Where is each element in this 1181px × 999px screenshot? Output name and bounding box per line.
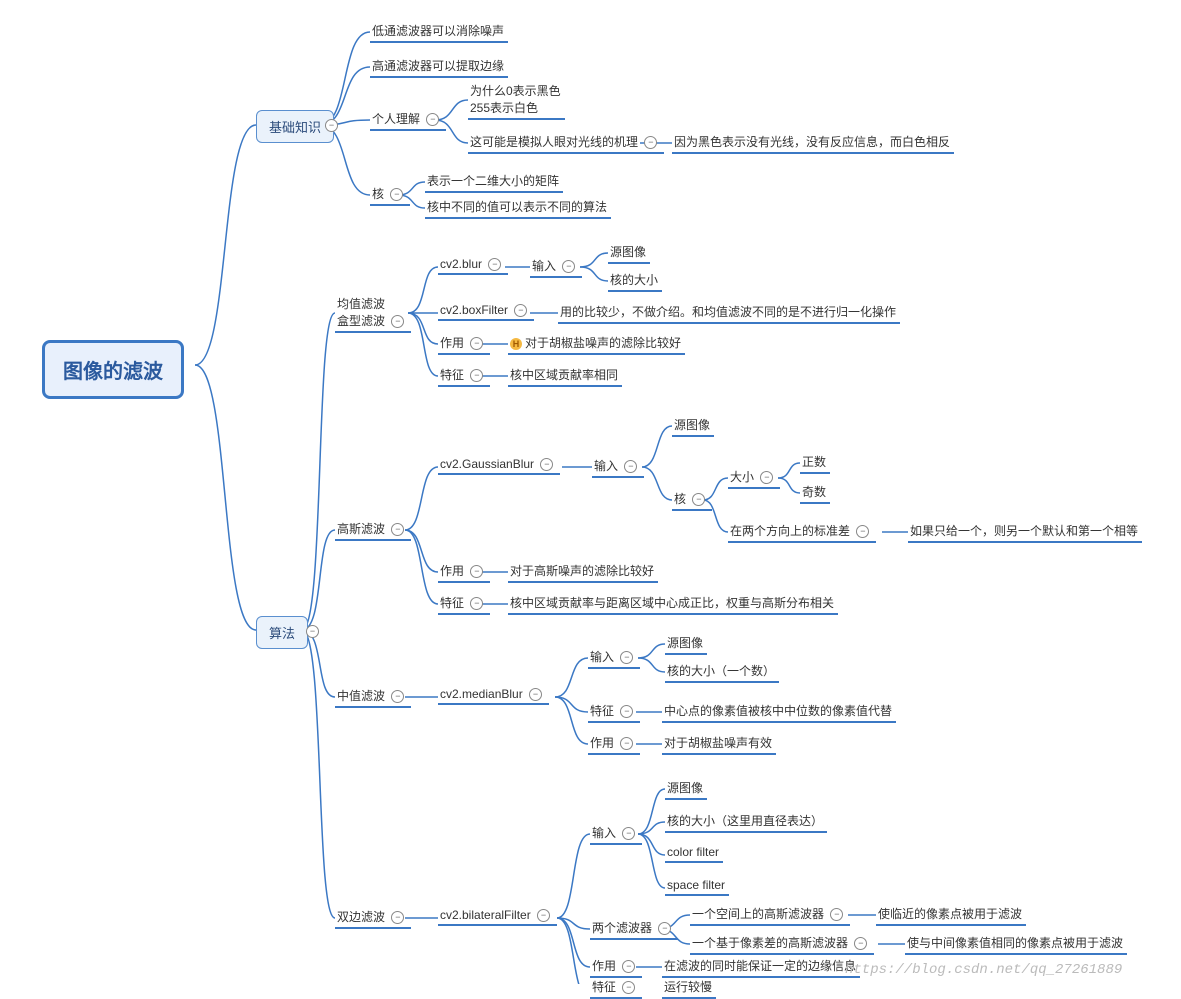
leaf-input-src: 源图像 [608, 241, 650, 264]
node-algo[interactable]: 算法 [256, 616, 308, 649]
leaf-gauss-effect: 作用 − [438, 560, 490, 583]
leaf-bilateral-feature-text: 运行较慢 [662, 976, 716, 999]
leaf-boxfilter-note: 用的比较少，不做介绍。和均值滤波不同的是不进行归一化操作 [558, 301, 900, 324]
leaf-gauss-feature-text: 核中区域贡献率与距离区域中心成正比，权重与高斯分布相关 [508, 592, 838, 615]
collapse-icon[interactable]: − [622, 981, 635, 994]
leaf-median-effect: 作用 − [588, 732, 640, 755]
leaf-median-feature-text: 中心点的像素值被核中中位数的像素值代替 [662, 700, 896, 723]
leaf-kernel-2: 核中不同的值可以表示不同的算法 [425, 196, 611, 219]
leaf-feature: 特征 − [438, 364, 490, 387]
collapse-icon[interactable]: − [529, 688, 542, 701]
leaf-bilateral-two: 两个滤波器 − [590, 917, 678, 940]
leaf-gauss-src: 源图像 [672, 414, 714, 437]
leaf-gauss-feature: 特征 − [438, 592, 490, 615]
node-medianfilter: 中值滤波 − [335, 685, 411, 708]
leaf-median-fn: cv2.medianBlur − [438, 685, 549, 705]
leaf-median-feature: 特征 − [588, 700, 640, 723]
leaf-bilateral-feature: 特征 − [590, 976, 642, 999]
leaf-median-ksize: 核的大小（一个数） [665, 660, 779, 683]
leaf-gauss-effect-text: 对于高斯噪声的滤除比较好 [508, 560, 658, 583]
leaf-input: 输入 − [530, 255, 582, 278]
leaf-gauss-size: 大小 − [728, 466, 780, 489]
leaf-bilateral-src: 源图像 [665, 777, 707, 800]
leaf-feature-text: 核中区域贡献率相同 [508, 364, 622, 387]
leaf-bilateral-two-b-note: 使与中间像素值相同的像素点被用于滤波 [905, 932, 1127, 955]
node-bilateralfilter: 双边滤波 − [335, 906, 411, 929]
leaf-lowpass: 低通滤波器可以消除噪声 [370, 20, 508, 43]
leaf-bilateral-two-a-note: 使临近的像素点被用于滤波 [876, 903, 1026, 926]
leaf-personal-a: 这可能是模拟人眼对光线的机理 − [468, 131, 664, 154]
leaf-bilateral-fn: cv2.bilateralFilter − [438, 906, 557, 926]
collapse-icon[interactable]: − [830, 908, 843, 921]
leaf-bilateral-effect-text: 在滤波的同时能保证一定的边缘信息 [662, 955, 860, 978]
leaf-gauss-std: 在两个方向上的标准差 − [728, 520, 876, 543]
leaf-kernel-1: 表示一个二维大小的矩阵 [425, 170, 563, 193]
collapse-icon[interactable]: − [692, 493, 705, 506]
collapse-icon[interactable]: − [760, 471, 773, 484]
collapse-icon[interactable]: − [391, 315, 404, 328]
node-basic[interactable]: 基础知识 [256, 110, 334, 143]
collapse-icon[interactable]: − [658, 922, 671, 935]
collapse-icon[interactable]: − [488, 258, 501, 271]
leaf-highpass: 高通滤波器可以提取边缘 [370, 55, 508, 78]
leaf-personal-q: 为什么0表示黑色 255表示白色 [468, 80, 565, 120]
leaf-personal: 个人理解 − [370, 108, 446, 131]
leaf-blur: cv2.blur − [438, 255, 508, 275]
watermark: https://blog.csdn.net/qq_27261889 [845, 962, 1122, 978]
collapse-icon[interactable]: − [537, 909, 550, 922]
leaf-median-src: 源图像 [665, 632, 707, 655]
leaf-median-effect-text: 对于胡椒盐噪声有效 [662, 732, 776, 755]
leaf-effect: 作用 − [438, 332, 490, 355]
collapse-icon[interactable]: − [470, 565, 483, 578]
leaf-bilateral-space: space filter [665, 876, 729, 896]
leaf-gauss-input: 输入 − [592, 455, 644, 478]
collapse-icon[interactable]: − [562, 260, 575, 273]
collapse-icon[interactable]: − [620, 705, 633, 718]
collapse-icon[interactable]: − [390, 188, 403, 201]
leaf-gauss-std-note: 如果只给一个，则另一个默认和第一个相等 [908, 520, 1142, 543]
leaf-gauss-kernel: 核 − [672, 488, 712, 511]
leaf-median-input: 输入 − [588, 646, 640, 669]
leaf-bilateral-effect: 作用 − [590, 955, 642, 978]
collapse-icon[interactable]: − [540, 458, 553, 471]
warn-icon: H [510, 338, 522, 350]
leaf-input-ksize: 核的大小 [608, 269, 662, 292]
collapse-icon[interactable]: − [620, 737, 633, 750]
collapse-icon[interactable]: − [624, 460, 637, 473]
leaf-bilateral-two-b: 一个基于像素差的高斯滤波器 − [690, 932, 874, 955]
leaf-kernel: 核 − [370, 183, 410, 206]
collapse-icon[interactable]: − [622, 827, 635, 840]
leaf-bilateral-color: color filter [665, 843, 723, 863]
leaf-effect-text: H对于胡椒盐噪声的滤除比较好 [508, 332, 685, 355]
leaf-bilateral-ksize: 核的大小（这里用直径表达） [665, 810, 827, 833]
collapse-icon[interactable]: − [856, 525, 869, 538]
collapse-icon[interactable]: − [391, 523, 404, 536]
collapse-icon[interactable]: − [622, 960, 635, 973]
leaf-gauss-odd: 奇数 [800, 481, 830, 504]
collapse-icon[interactable]: − [306, 625, 319, 638]
collapse-icon[interactable]: − [644, 136, 657, 149]
collapse-icon[interactable]: − [325, 119, 338, 132]
collapse-icon[interactable]: − [391, 911, 404, 924]
leaf-bilateral-input: 输入 − [590, 822, 642, 845]
collapse-icon[interactable]: − [470, 597, 483, 610]
root-node[interactable]: 图像的滤波 [42, 340, 184, 399]
collapse-icon[interactable]: − [470, 369, 483, 382]
leaf-personal-a2: 因为黑色表示没有光线，没有反应信息，而白色相反 [672, 131, 954, 154]
collapse-icon[interactable]: − [426, 113, 439, 126]
collapse-icon[interactable]: − [854, 937, 867, 950]
node-meanfilter: 均值滤波 盒型滤波 − [335, 293, 411, 333]
collapse-icon[interactable]: − [620, 651, 633, 664]
node-gaussfilter: 高斯滤波 − [335, 518, 411, 541]
leaf-bilateral-two-a: 一个空间上的高斯滤波器 − [690, 903, 850, 926]
leaf-gauss-pos: 正数 [800, 451, 830, 474]
collapse-icon[interactable]: − [391, 690, 404, 703]
collapse-icon[interactable]: − [514, 304, 527, 317]
collapse-icon[interactable]: − [470, 337, 483, 350]
leaf-gauss-fn: cv2.GaussianBlur − [438, 455, 560, 475]
leaf-boxfilter: cv2.boxFilter − [438, 301, 534, 321]
